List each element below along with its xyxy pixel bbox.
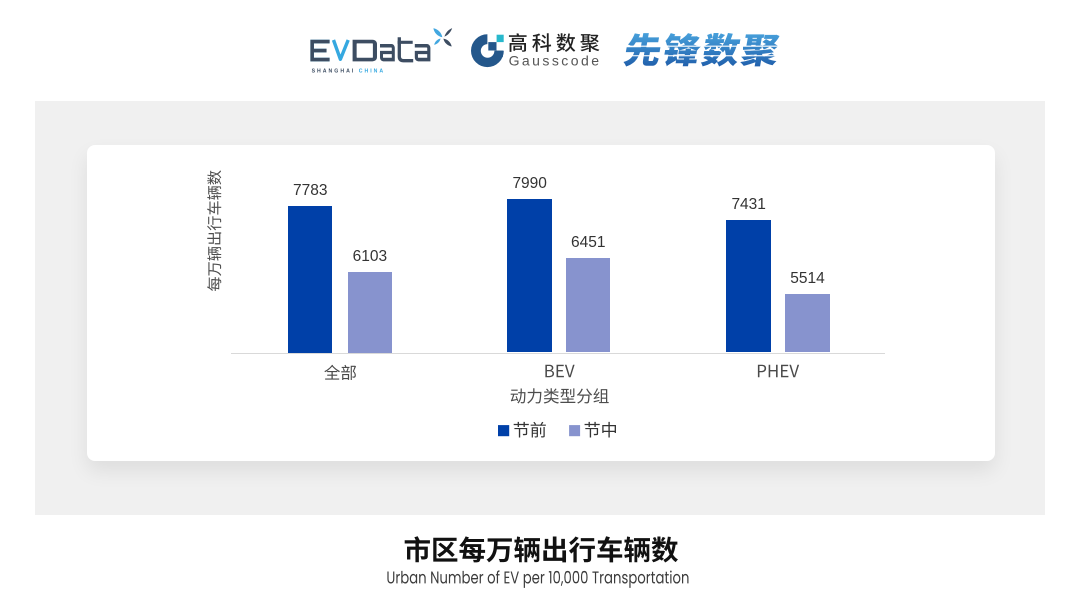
svg-text:SHANGHAI CHINA: SHANGHAI CHINA — [312, 69, 386, 75]
svg-text:Gausscode: Gausscode — [509, 53, 602, 69]
